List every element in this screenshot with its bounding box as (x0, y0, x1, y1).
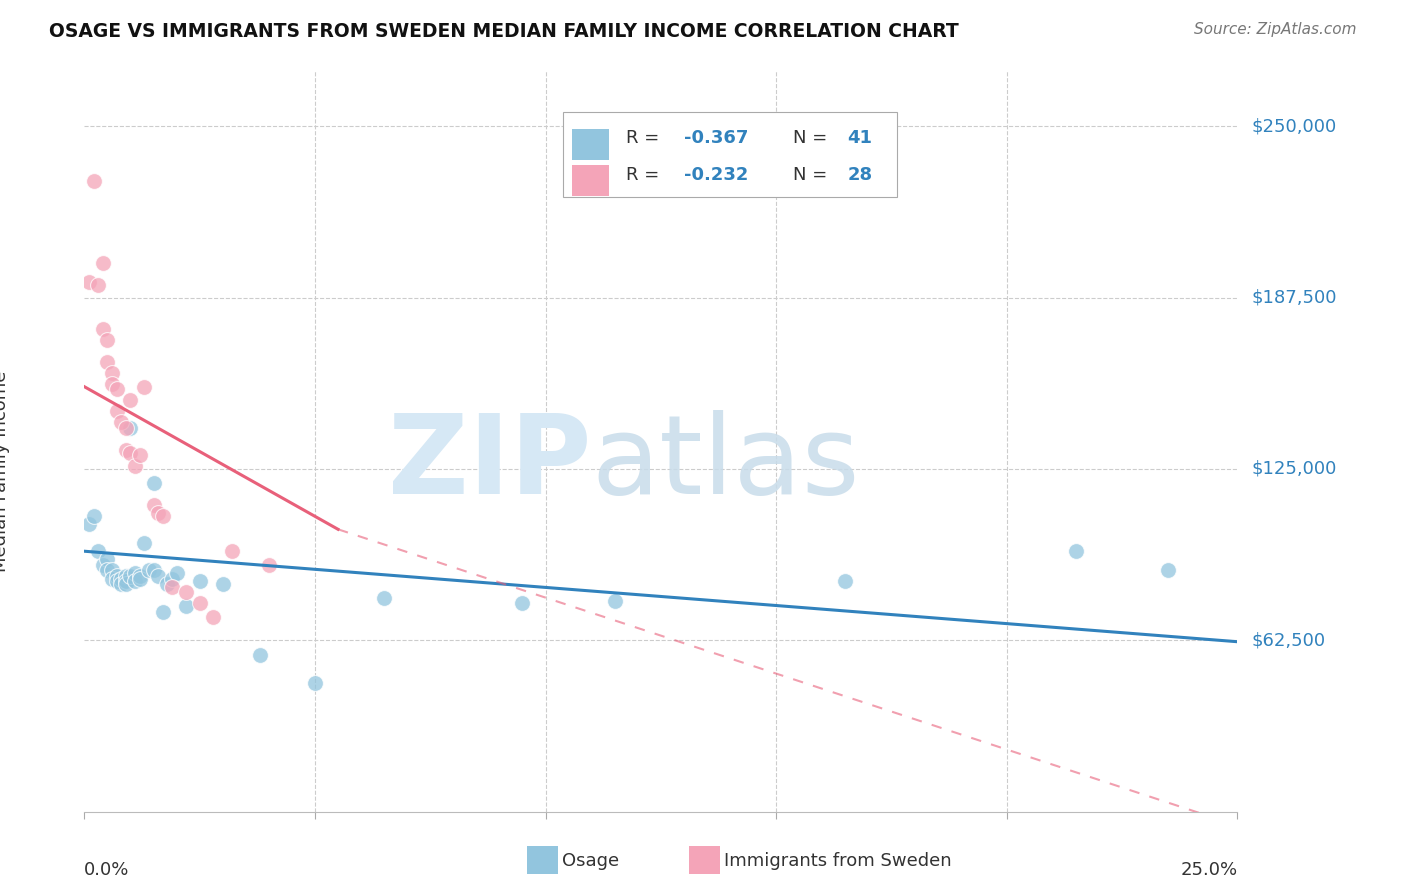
Bar (572, 165, 609, 195)
Point (115, 569, 138, 583)
Point (138, 563, 160, 577)
Point (156, 577, 179, 591)
Point (101, 376, 124, 391)
Point (87, 544, 110, 558)
Text: $187,500: $187,500 (1251, 289, 1337, 307)
Point (304, 676, 326, 690)
Text: ZIP: ZIP (388, 410, 592, 517)
Point (87, 278, 110, 293)
Point (91, 256, 114, 270)
Point (120, 569, 142, 583)
Point (128, 448, 150, 462)
Text: R =: R = (626, 129, 665, 147)
Point (202, 610, 225, 624)
Point (166, 566, 188, 581)
Point (91, 558, 114, 572)
FancyBboxPatch shape (562, 112, 897, 197)
Bar (572, 129, 609, 161)
Text: 25.0%: 25.0% (1180, 861, 1237, 880)
Text: N =: N = (793, 166, 834, 184)
Point (110, 577, 132, 591)
Point (96, 355, 118, 369)
Point (83, 174, 105, 188)
Point (115, 442, 138, 457)
Point (128, 569, 150, 583)
Point (152, 605, 174, 619)
Point (160, 572, 183, 586)
Text: $62,500: $62,500 (1251, 632, 1326, 649)
Point (373, 591, 395, 605)
Point (101, 366, 124, 380)
Point (124, 566, 146, 581)
Text: -0.367: -0.367 (683, 129, 748, 147)
Text: 28: 28 (848, 166, 873, 184)
Text: OSAGE VS IMMIGRANTS FROM SWEDEN MEDIAN FAMILY INCOME CORRELATION CHART: OSAGE VS IMMIGRANTS FROM SWEDEN MEDIAN F… (49, 22, 959, 41)
Point (221, 544, 243, 558)
Text: -0.232: -0.232 (683, 166, 748, 184)
Point (134, 536, 156, 550)
Text: Median Family Income: Median Family Income (0, 370, 10, 572)
Point (101, 572, 124, 586)
Point (603, 593, 626, 607)
Point (211, 577, 233, 591)
Point (142, 475, 165, 490)
Point (105, 569, 128, 583)
Point (110, 572, 132, 586)
Point (124, 574, 146, 589)
Point (142, 498, 165, 512)
Text: $125,000: $125,000 (1251, 460, 1337, 478)
Point (188, 574, 211, 589)
Point (110, 415, 132, 429)
Point (77, 276, 100, 290)
Point (96, 333, 118, 347)
Point (120, 421, 142, 435)
Point (96, 552, 118, 566)
Text: 41: 41 (848, 129, 873, 147)
Text: $250,000: $250,000 (1251, 117, 1336, 136)
Text: Immigrants from Sweden: Immigrants from Sweden (724, 852, 952, 870)
Point (834, 574, 856, 589)
Point (146, 506, 169, 520)
Point (174, 585, 197, 599)
Point (115, 421, 138, 435)
Point (115, 577, 138, 591)
Point (91, 322, 114, 336)
Point (257, 558, 280, 572)
Text: R =: R = (626, 166, 665, 184)
Point (105, 574, 128, 589)
Point (96, 563, 118, 577)
Text: atlas: atlas (592, 410, 860, 517)
Point (83, 508, 105, 523)
Point (124, 459, 146, 474)
Point (120, 393, 142, 408)
Text: N =: N = (793, 129, 834, 147)
Text: Source: ZipAtlas.com: Source: ZipAtlas.com (1194, 22, 1357, 37)
Point (115, 574, 138, 589)
Text: 0.0%: 0.0% (84, 861, 129, 880)
Point (1064, 544, 1087, 558)
Point (105, 383, 128, 397)
Point (128, 572, 150, 586)
Point (1157, 563, 1180, 577)
Text: Osage: Osage (562, 852, 620, 870)
Point (120, 445, 142, 459)
Point (152, 508, 174, 523)
Point (101, 563, 124, 577)
Point (142, 563, 165, 577)
Point (105, 404, 128, 418)
Point (174, 599, 197, 613)
Point (160, 580, 183, 594)
Point (146, 569, 169, 583)
Point (249, 648, 271, 663)
Point (134, 380, 156, 394)
Point (512, 596, 534, 610)
Point (188, 596, 211, 610)
Point (77, 516, 100, 531)
